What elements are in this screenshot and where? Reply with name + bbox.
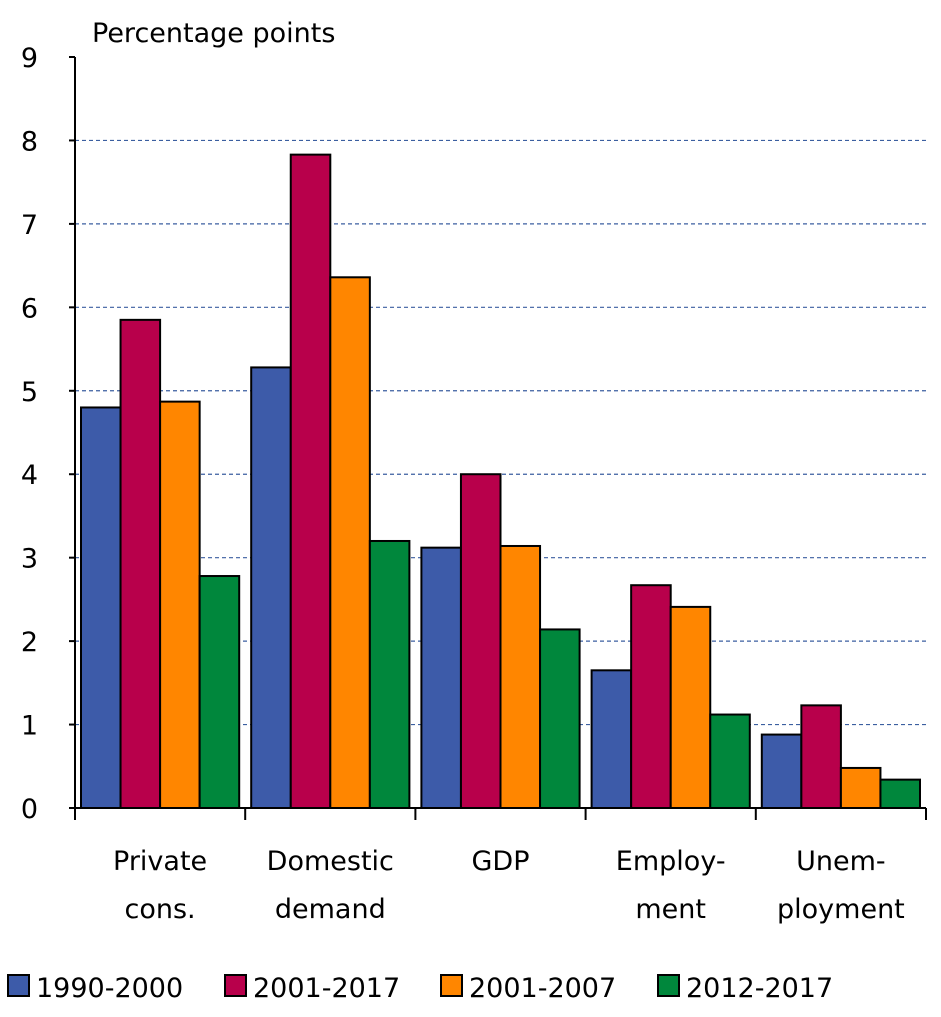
bar xyxy=(80,406,122,809)
x-tick-labels: Private cons. Domestic demand GDP Employ-ment… xyxy=(113,846,905,925)
bar xyxy=(420,546,462,809)
y-tick-label: 4 xyxy=(21,460,38,491)
y-tick-label: 8 xyxy=(21,126,38,157)
bar xyxy=(590,669,633,809)
x-tick-label: Unem-ployment xyxy=(777,846,905,925)
y-tick-labels: 0 1 2 3 4 5 6 7 8 9 xyxy=(21,43,38,825)
bar xyxy=(760,733,803,810)
y-tick-label: 1 xyxy=(21,711,38,742)
y-tick-label: 7 xyxy=(21,210,38,241)
y-tick-label: 3 xyxy=(21,544,38,575)
bar xyxy=(630,584,672,809)
bar xyxy=(669,605,712,809)
legend-swatch xyxy=(224,974,247,997)
axes xyxy=(69,56,927,820)
bar xyxy=(499,544,542,809)
legend-label: 2001-2017 xyxy=(253,973,400,1004)
bar xyxy=(839,766,882,809)
y-tick-label: 9 xyxy=(21,43,38,74)
bar xyxy=(709,713,751,810)
bar xyxy=(198,575,241,809)
legend-swatch xyxy=(657,974,680,997)
bars xyxy=(80,153,922,810)
bar xyxy=(459,473,502,809)
bar xyxy=(250,366,292,809)
legend-label: 2012-2017 xyxy=(686,973,833,1004)
y-tick-label: 0 xyxy=(21,794,38,825)
legend-swatch xyxy=(7,974,30,997)
bar xyxy=(800,704,842,810)
bar xyxy=(879,778,922,810)
bar xyxy=(329,276,371,809)
bar xyxy=(368,539,411,809)
x-tick-label: GDP xyxy=(472,846,530,877)
bar xyxy=(119,318,162,809)
bar xyxy=(159,400,201,809)
legend-label: 1990-2000 xyxy=(36,973,183,1004)
bar xyxy=(539,628,581,809)
y-tick-label: 2 xyxy=(21,627,38,658)
y-tick-label: 6 xyxy=(21,293,38,324)
x-tick-label: Employ-ment xyxy=(616,846,726,925)
legend: 1990-2000 2001-2017 2001-2007 2012-2017 xyxy=(7,973,833,1004)
legend-label: 2001-2007 xyxy=(469,973,616,1004)
y-tick-label: 5 xyxy=(21,377,38,408)
bar xyxy=(289,153,332,809)
x-tick-label: Domestic demand xyxy=(267,846,394,925)
legend-swatch xyxy=(440,974,463,997)
y-axis-unit-label: Percentage points xyxy=(92,18,335,49)
x-tick-label: Private cons. xyxy=(113,846,207,925)
